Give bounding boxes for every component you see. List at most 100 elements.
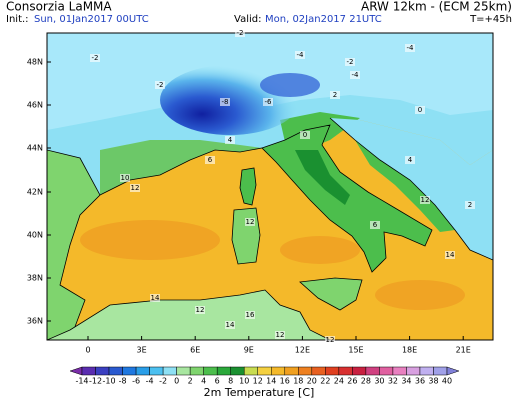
colorbar-label: 22 [320,377,330,386]
map-label-bg [245,311,255,319]
map-label-bg [370,221,380,229]
lat-label: 40N [27,231,43,240]
colorbar-label: 20 [307,377,317,386]
colorbar-cell [419,366,434,376]
colorbar-cell [162,366,177,376]
map-label-bg [405,44,415,52]
map-label: 6 [373,221,378,229]
lat-label: 36N [27,317,43,326]
lat-label: 44N [27,144,43,153]
colorbar-label: 32 [388,377,398,386]
map-label: 12 [276,331,285,339]
warm-patch [80,220,220,260]
lat-label: 38N [27,274,43,283]
map-label: 12 [326,336,335,344]
map-label-bg [405,156,415,164]
colorbar-cell [122,366,137,376]
map-label-bg [150,294,160,302]
colorbar-label: -2 [159,377,167,386]
map-label: -4 [297,51,305,59]
colorbar-cell [203,366,218,376]
map-area [47,33,493,340]
apennines [295,150,350,205]
provider: Consorzia LaMMA [6,0,112,14]
colorbar-cell [298,366,313,376]
map-label-bg [205,156,215,164]
colorbar-cell [81,366,96,376]
map-label-bg [90,54,100,62]
colorbar-label: -10 [102,377,115,386]
map-label-bg [275,331,285,339]
map-label-bg [415,106,425,114]
map-label: 12 [421,196,430,204]
colorbar-label: 38 [428,377,438,386]
sardinia [231,207,261,265]
map-label: 14 [151,294,160,302]
land-green [100,140,262,195]
colorbar-label: 6 [215,377,220,386]
colorbar-label: 34 [401,377,411,386]
colorbar-label: -12 [89,377,102,386]
colorbar-cell [365,366,380,376]
corsica [239,167,257,206]
map-label: 6 [208,156,213,164]
colorbar-cell [311,366,326,376]
map-label-bg [225,136,235,144]
colorbar-label: -4 [146,377,154,386]
map-label: -2 [157,81,164,89]
map-label-bg [345,58,355,66]
colorbar-cell [271,366,286,376]
lon-label: 6E [190,346,200,355]
colorbar-title: 2m Temperature [C] [204,386,315,399]
land-balkans [330,118,493,260]
alps-cold [260,73,320,97]
colorbar-cell [284,366,299,376]
colorbar-cell [392,366,407,376]
colorbar-cell [216,366,231,376]
colorbar-label: 0 [174,377,179,386]
colorbar-cell [135,366,150,376]
map-label: -8 [222,98,229,106]
lon-label: 18E [402,346,417,355]
map-label: -2 [92,54,99,62]
colorbar-label: 36 [415,377,425,386]
coastline [329,117,493,261]
colorbar-label: -8 [119,377,127,386]
spain [47,149,101,340]
map-label: -6 [265,98,273,106]
colorbar-cell [325,366,340,376]
sicily [299,277,363,311]
map-label-bg [245,218,255,226]
lat-label: 42N [27,188,43,197]
lon-label: 12E [295,346,310,355]
colorbar-cell [433,366,448,376]
map-label: 16 [246,311,255,319]
coast-green [355,140,455,232]
map-label-bg [300,131,310,139]
map-label: 12 [196,306,205,314]
map-label: 0 [418,106,422,114]
map-label: 0 [303,131,307,139]
warm-patch [375,280,465,310]
map-label-bg [235,29,245,37]
map-label-bg [350,71,360,79]
lon-label: 9E [244,346,254,355]
africa [47,289,331,340]
map-label: 14 [226,321,235,329]
map-label: 12 [246,218,255,226]
map-label: 14 [446,251,455,259]
map-label-bg [295,51,305,59]
map-label: -2 [347,58,354,66]
valid-value: Mon, 02Jan2017 21UTC [265,14,382,25]
map-label-bg [195,306,205,314]
lead-time: T=+45h [469,14,512,25]
colorbar-cell [149,366,164,376]
colorbar-cell [108,366,123,376]
map-label-bg [420,196,430,204]
colorbar-label: 16 [280,377,290,386]
map-label-bg [445,251,455,259]
colorbar-cell [257,366,272,376]
colorbar-label: 30 [374,377,384,386]
